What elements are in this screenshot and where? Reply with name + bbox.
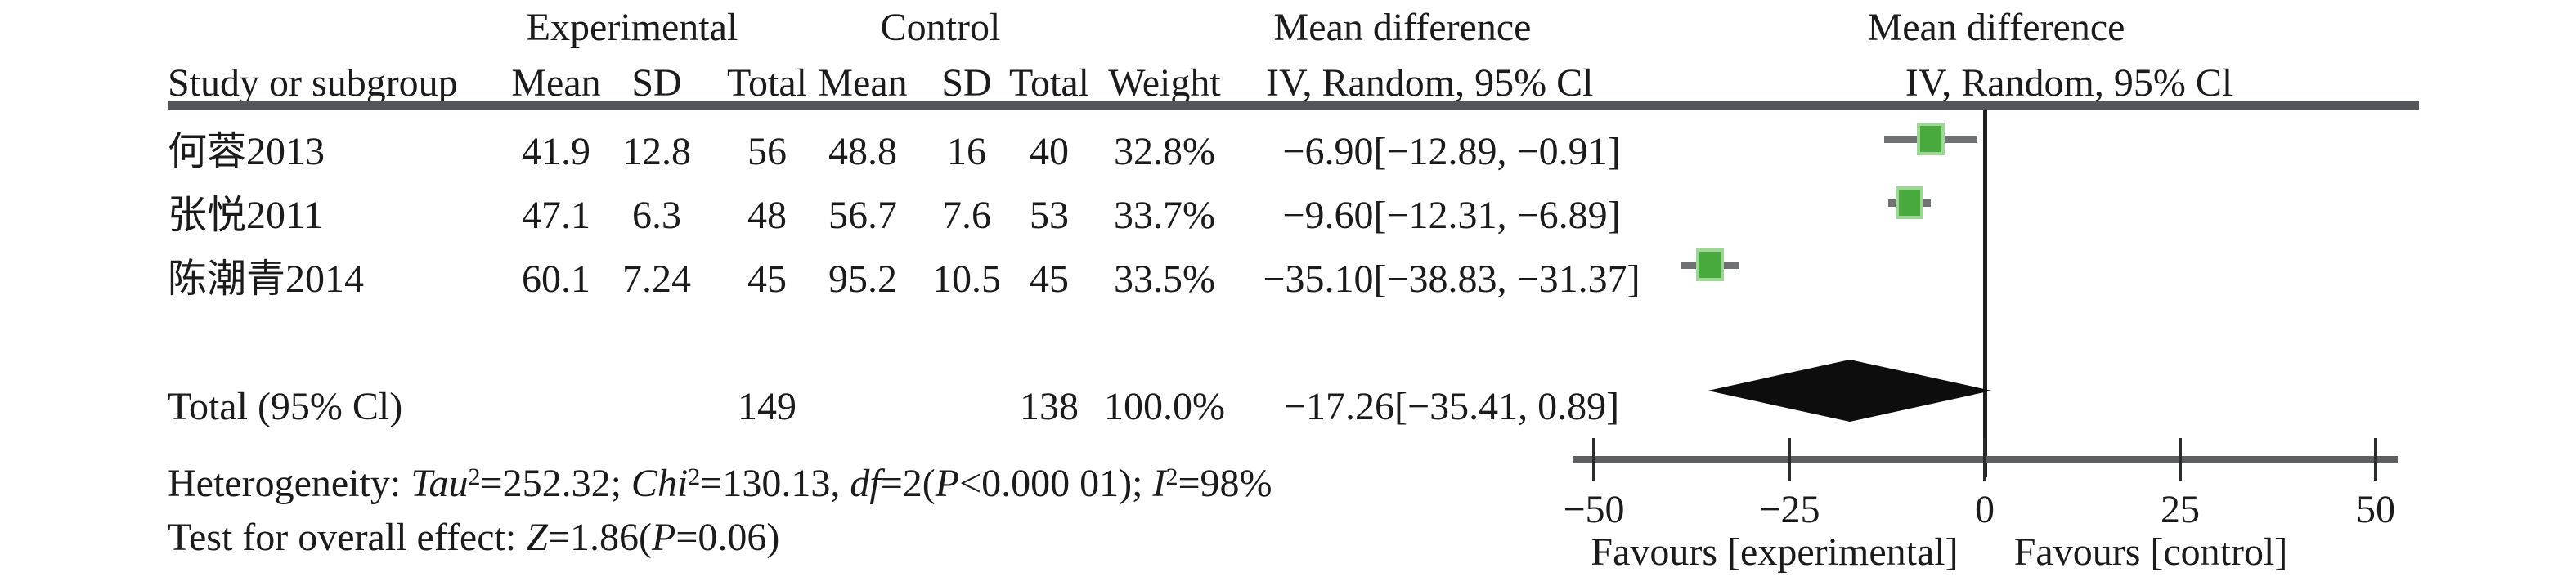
- study-name: 何蓉2013: [168, 130, 325, 173]
- ci-text-value: −9.60[−12.31, −6.89]: [1282, 194, 1621, 237]
- favours-experimental-label: Favours [experimental]: [1591, 530, 1959, 574]
- weight-column-header: Weight: [1108, 61, 1221, 105]
- study-point-square: [1896, 186, 1924, 219]
- study-row: 陈潮青2014 60.1 7.24 45 95.2 10.5 45 33.5% …: [0, 255, 2576, 304]
- study-column-header: Study or subgroup: [168, 61, 458, 105]
- ctrl-total-column-header: Total: [1009, 61, 1089, 105]
- total-weight: 100.0%: [1104, 385, 1225, 428]
- ctrl-sd-value: 16: [947, 130, 986, 173]
- control-group-label: Control: [880, 6, 1001, 49]
- exp-mean-value: 60.1: [522, 257, 590, 301]
- study-row: 何蓉2013 41.9 12.8 56 48.8 16 40 32.8% −6.…: [0, 127, 2576, 177]
- study-point-square: [1696, 248, 1725, 281]
- exp-sd-column-header: SD: [631, 61, 682, 105]
- exp-total-column-header: Total: [727, 61, 807, 105]
- axis-tick-label: −25: [1758, 488, 1820, 531]
- overall-effect-line: Test for overall effect: Z=1.86(P=0.06): [168, 516, 780, 559]
- exp-sd-value: 12.8: [622, 130, 691, 173]
- experimental-group-label: Experimental: [526, 6, 738, 49]
- ctrl-total-value: 53: [1030, 194, 1069, 237]
- exp-total-value: 48: [747, 194, 787, 237]
- axis-tick: [2374, 438, 2377, 481]
- exp-total-value: 45: [747, 257, 787, 301]
- axis-tick: [1592, 438, 1595, 481]
- axis-tick-label: 50: [2356, 488, 2395, 531]
- ci-left-column-header: IV, Random, 95% Cl: [1266, 61, 1594, 105]
- weight-value: 33.7%: [1114, 194, 1215, 237]
- ctrl-sd-value: 10.5: [932, 257, 1001, 301]
- exp-mean-column-header: Mean: [511, 61, 601, 105]
- heterogeneity-row: Heterogeneity: Tau2=252.32; Chi2=130.13,…: [0, 453, 2576, 505]
- ctrl-total-value: 40: [1030, 130, 1069, 173]
- heterogeneity-line: Heterogeneity: Tau2=252.32; Chi2=130.13,…: [168, 462, 1272, 505]
- group-header-row: Experimental Control Mean difference Mea…: [0, 3, 2576, 52]
- ci-text-value: −6.90[−12.89, −0.91]: [1282, 130, 1621, 173]
- ci-right-column-header: IV, Random, 95% Cl: [1905, 61, 2233, 105]
- ctrl-total-value: 45: [1030, 257, 1069, 301]
- axis-tick: [1983, 438, 1986, 481]
- study-point-square: [1917, 123, 1945, 155]
- total-ctrl-total: 138: [1020, 385, 1079, 428]
- axis-tick-label: 0: [1975, 488, 1995, 531]
- zero-line: [1983, 110, 1987, 477]
- total-ci-text: −17.26[−35.41, 0.89]: [1283, 385, 1620, 428]
- weight-value: 33.5%: [1114, 257, 1215, 301]
- overall-effect-row: Test for overall effect: Z=1.86(P=0.06): [0, 513, 2576, 562]
- total-row: Total (95% Cl) 149 138 100.0% −17.26[−35…: [0, 382, 2576, 432]
- study-name: 陈潮青2014: [168, 257, 365, 301]
- study-row: 张悦2011 47.1 6.3 48 56.7 7.6 53 33.7% −9.…: [0, 191, 2576, 240]
- ctrl-mean-value: 95.2: [828, 257, 897, 301]
- exp-sd-value: 6.3: [632, 194, 681, 237]
- exp-total-value: 56: [747, 130, 787, 173]
- ctrl-sd-column-header: SD: [941, 61, 992, 105]
- ctrl-sd-value: 7.6: [942, 194, 991, 237]
- axis-tick: [1788, 438, 1791, 481]
- exp-mean-value: 41.9: [522, 130, 590, 173]
- exp-sd-value: 7.24: [622, 257, 691, 301]
- exp-mean-value: 47.1: [522, 194, 590, 237]
- axis-tick-label: −50: [1563, 488, 1625, 531]
- column-header-row: Study or subgroup Mean SD Total Mean SD …: [0, 59, 2576, 108]
- axis-tick-label: 25: [2161, 488, 2200, 531]
- ctrl-mean-value: 56.7: [828, 194, 897, 237]
- header-underline: [168, 101, 2419, 110]
- total-exp-total: 149: [738, 385, 797, 428]
- weight-value: 32.8%: [1114, 130, 1215, 173]
- ctrl-mean-column-header: Mean: [818, 61, 908, 105]
- ci-text-value: −35.10[−38.83, −31.37]: [1263, 257, 1640, 301]
- study-name: 张悦2011: [168, 194, 324, 237]
- ctrl-mean-value: 48.8: [828, 130, 897, 173]
- mean-difference-left-label: Mean difference: [1273, 6, 1532, 49]
- axis-tick: [2179, 438, 2182, 481]
- favours-control-label: Favours [control]: [2013, 530, 2288, 574]
- mean-difference-right-label: Mean difference: [1867, 6, 2125, 49]
- total-label: Total (95% Cl): [168, 385, 403, 428]
